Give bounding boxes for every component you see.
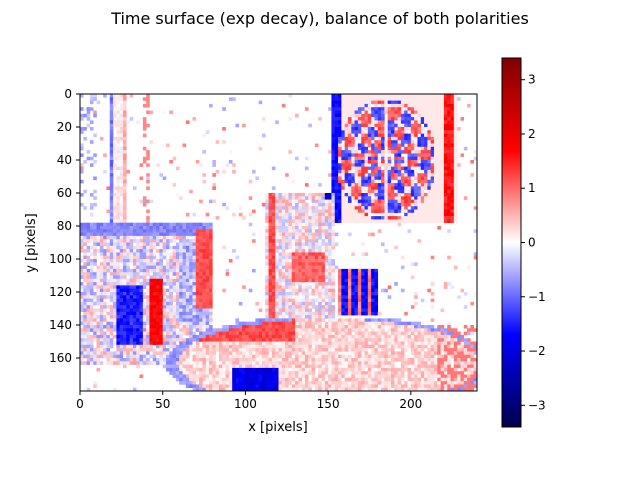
y-tick-label: 140: [49, 318, 72, 332]
y-tick-label: 120: [49, 285, 72, 299]
y-axis-label: y [pixels]: [24, 213, 39, 273]
x-tick-label: 100: [234, 397, 257, 411]
heatmap-image: [80, 94, 478, 392]
y-tick-label: 60: [57, 186, 72, 200]
x-tick-label: 150: [317, 397, 340, 411]
y-tick-label: 0: [64, 87, 72, 101]
colorbar-tick-label: 3: [528, 73, 536, 87]
x-axis-ticks: 0 50 100 150 200: [76, 391, 422, 411]
x-tick-label: 50: [155, 397, 170, 411]
x-tick-label: 200: [399, 397, 422, 411]
colorbar-tick-label: −2: [528, 344, 546, 358]
colorbar-tick-label: 1: [528, 181, 536, 195]
colorbar-tick-label: 0: [528, 236, 536, 250]
y-axis-ticks: 0 20 40 60 80 100 120 140 160: [49, 87, 80, 365]
y-tick-label: 40: [57, 153, 72, 167]
y-tick-label: 20: [57, 120, 72, 134]
colorbar-tick-label: −3: [528, 398, 546, 412]
x-tick-label: 0: [76, 397, 84, 411]
colorbar-ticks: −3 −2 −1 0 1 2 3: [521, 73, 546, 412]
colorbar-tick-label: −1: [528, 290, 546, 304]
plot-frame: [79, 93, 478, 392]
colorbar: [501, 57, 522, 428]
x-axis-label: x [pixels]: [248, 420, 308, 435]
y-tick-label: 160: [49, 351, 72, 365]
chart-title: Time surface (exp decay), balance of bot…: [110, 9, 529, 28]
colorbar-tick-label: 2: [528, 127, 536, 141]
y-tick-label: 80: [57, 219, 72, 233]
y-tick-label: 100: [49, 252, 72, 266]
